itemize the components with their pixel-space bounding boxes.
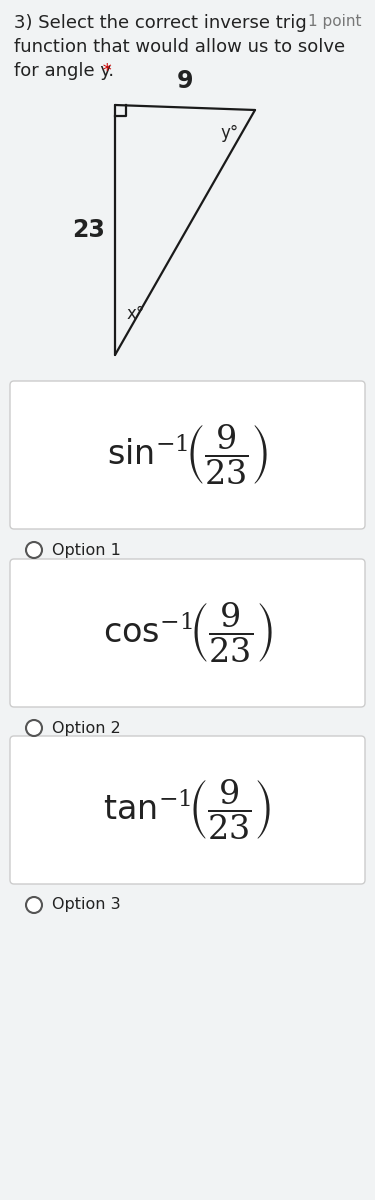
Text: 9: 9 xyxy=(177,68,193,92)
Text: *: * xyxy=(97,62,112,80)
Text: 3) Select the correct inverse trig: 3) Select the correct inverse trig xyxy=(14,14,307,32)
Text: Option 2: Option 2 xyxy=(52,720,121,736)
Text: $\mathregular{sin}^{-1}\!\left(\dfrac{9}{23}\right)$: $\mathregular{sin}^{-1}\!\left(\dfrac{9}… xyxy=(107,422,268,487)
Text: $\mathregular{tan}^{-1}\!\left(\dfrac{9}{23}\right)$: $\mathregular{tan}^{-1}\!\left(\dfrac{9}… xyxy=(103,778,272,842)
Circle shape xyxy=(26,720,42,736)
Text: function that would allow us to solve: function that would allow us to solve xyxy=(14,38,345,56)
FancyBboxPatch shape xyxy=(10,559,365,707)
FancyBboxPatch shape xyxy=(10,736,365,884)
Text: 23: 23 xyxy=(72,218,105,242)
Circle shape xyxy=(26,542,42,558)
Text: for angle y.: for angle y. xyxy=(14,62,114,80)
Circle shape xyxy=(26,898,42,913)
Text: y°: y° xyxy=(220,124,238,142)
Text: x°: x° xyxy=(127,305,145,323)
Text: Option 1: Option 1 xyxy=(52,542,121,558)
Text: $\mathregular{cos}^{-1}\!\left(\dfrac{9}{23}\right)$: $\mathregular{cos}^{-1}\!\left(\dfrac{9}… xyxy=(102,601,273,665)
Text: Option 3: Option 3 xyxy=(52,898,121,912)
Text: 1 point: 1 point xyxy=(309,14,362,29)
FancyBboxPatch shape xyxy=(10,382,365,529)
